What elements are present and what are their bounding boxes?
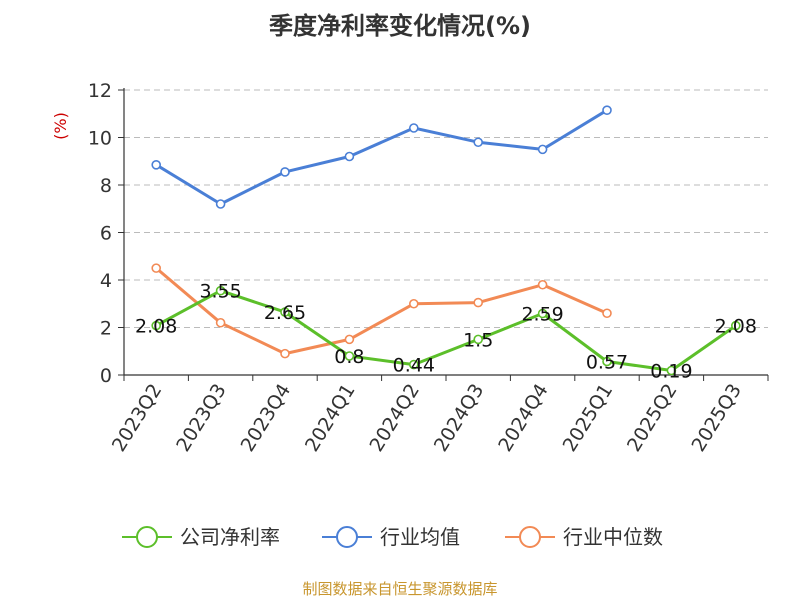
y-tick-label-4: 4	[100, 270, 112, 292]
data-point-2023Q2	[151, 263, 161, 273]
data-point-2024Q1	[344, 334, 355, 345]
data-label-2025Q1: 0.57	[586, 351, 628, 373]
y-tick-label-2: 2	[100, 318, 112, 340]
y-axis-label: (%)	[51, 112, 70, 140]
legend-item-2: 行业均值	[322, 525, 460, 549]
grid-lines	[124, 89, 768, 328]
data-point-2025Q1	[602, 308, 612, 319]
legend-label: 行业中位数	[563, 525, 663, 549]
y-tick-labels: 0 2 4 6 8 10 12	[88, 80, 112, 387]
data-label-2023Q3: 3.55	[199, 281, 241, 303]
x-tick-label-2023Q3: 2023Q3	[172, 380, 231, 456]
legend-label: 公司净利率	[180, 525, 280, 549]
x-tick-label-2024Q3: 2024Q3	[430, 380, 489, 456]
data-point-2023Q4	[280, 348, 290, 359]
series-line	[155, 108, 608, 206]
data-point-2024Q1	[344, 351, 355, 361]
data-point-2023Q3	[215, 199, 226, 209]
x-tick-label-2025Q2: 2025Q2	[623, 380, 682, 456]
legend-marker	[336, 526, 358, 548]
data-label-2024Q3: 1.5	[463, 329, 493, 351]
data-point-2023Q3	[215, 285, 226, 296]
legend-item-3: 行业中位数	[505, 525, 663, 549]
x-tick-label-2025Q1: 2025Q1	[559, 380, 618, 456]
x-tick-label-2024Q4: 2024Q4	[494, 380, 553, 456]
legend-marker	[519, 526, 541, 548]
y-tick-label-10: 10	[88, 128, 112, 150]
data-label-2025Q3: 2.08	[715, 316, 757, 338]
x-tick-label-2025Q3: 2025Q3	[687, 380, 746, 456]
x-tick-label-2024Q1: 2024Q1	[301, 380, 360, 456]
data-point-2024Q2	[408, 123, 419, 133]
x-tick-labels: 2023Q2 2023Q3 2023Q4 2024Q1 2024Q2 2024Q3 2024…	[108, 380, 746, 456]
data-label-2024Q1: 0.8	[334, 346, 364, 368]
data-point-2025Q3	[730, 320, 741, 331]
data-labels: 2.08 3.55 2.65 0.8 0.44 1.5 2.59 0.57 0.19 2.08	[135, 281, 757, 383]
source-note: 制图数据来自恒生聚源数据库	[302, 580, 497, 598]
y-tick-label-0: 0	[100, 365, 112, 387]
series-layer	[151, 105, 741, 376]
data-point-2024Q2	[408, 359, 419, 370]
data-point-2023Q3	[215, 317, 226, 328]
data-point-2024Q3	[473, 297, 484, 308]
data-point-2023Q2	[151, 320, 161, 331]
data-point-2024Q2	[408, 298, 419, 309]
data-point-2025Q1	[602, 356, 612, 367]
legend-marker	[136, 526, 158, 548]
legend-item-1: 公司净利率	[122, 525, 280, 549]
data-point-2024Q4	[537, 279, 548, 290]
series-line	[155, 289, 737, 372]
series-2	[151, 105, 612, 209]
data-point-2024Q4	[537, 308, 548, 319]
x-tick-label-2023Q4: 2023Q4	[237, 380, 296, 456]
series-3	[151, 263, 612, 359]
data-point-2025Q2	[666, 365, 677, 376]
x-tick-label-2024Q2: 2024Q2	[365, 380, 424, 456]
chart-title: 季度净利率变化情况(%)	[269, 12, 531, 40]
series-line	[155, 266, 608, 356]
data-point-2024Q4	[537, 144, 548, 155]
y-tick-label-8: 8	[100, 175, 112, 197]
y-tick-label-12: 12	[88, 80, 112, 102]
data-label-2025Q2: 0.19	[650, 360, 692, 382]
data-point-2023Q2	[151, 160, 161, 170]
data-point-2024Q3	[473, 137, 484, 148]
data-label-2024Q4: 2.59	[521, 303, 563, 325]
x-tick-label-2023Q2: 2023Q2	[108, 380, 167, 456]
data-point-2025Q1	[602, 105, 612, 115]
data-label-2024Q2: 0.44	[393, 355, 435, 377]
data-label-2023Q4: 2.65	[264, 302, 306, 324]
legend: 公司净利率 行业均值 行业中位数	[122, 525, 663, 549]
y-tick-label-6: 6	[100, 223, 112, 245]
axes	[118, 88, 769, 381]
data-point-2024Q1	[344, 151, 355, 162]
data-point-2024Q3	[473, 334, 484, 345]
data-point-2023Q4	[280, 167, 290, 177]
data-label-2023Q2: 2.08	[135, 316, 177, 338]
legend-label: 行业均值	[380, 525, 460, 549]
series-1	[151, 285, 741, 376]
data-point-2023Q4	[280, 307, 290, 317]
